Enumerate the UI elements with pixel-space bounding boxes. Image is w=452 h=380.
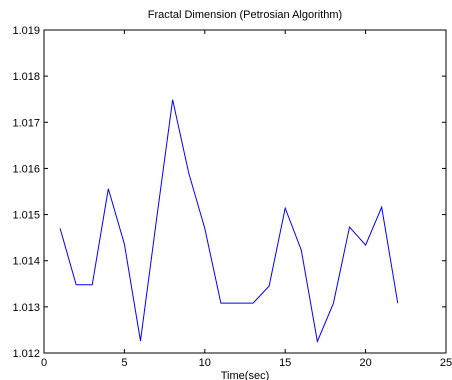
y-tick-label: 1.019 [12, 25, 40, 37]
data-line [59, 99, 399, 344]
y-tick-label: 1.012 [12, 348, 40, 360]
chart-title: Fractal Dimension (Petrosian Algorithm) [148, 9, 342, 21]
x-tick-label: 10 [199, 357, 211, 369]
x-tick-label: 20 [359, 357, 371, 369]
plot-frame [43, 29, 447, 354]
y-tick-label: 1.017 [12, 117, 40, 129]
y-tick-label: 1.018 [12, 71, 40, 83]
y-tick-label: 1.015 [12, 210, 40, 222]
x-tick-label: 0 [41, 357, 47, 369]
x-tick-label: 25 [440, 357, 452, 369]
x-axis-label: Time(sec) [221, 370, 269, 380]
x-tick-label: 5 [121, 357, 127, 369]
x-tick-label: 15 [279, 357, 291, 369]
y-tick-label: 1.014 [12, 256, 40, 268]
y-tick-label: 1.016 [12, 163, 40, 175]
y-tick-label: 1.013 [12, 302, 40, 314]
